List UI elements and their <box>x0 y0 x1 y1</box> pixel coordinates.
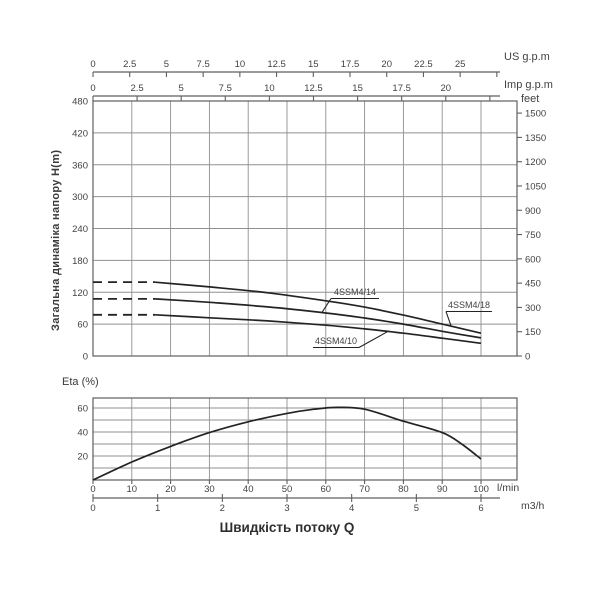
m3h-tick-label: 4 <box>349 503 354 514</box>
head-chart: 0 60 120 180 240 300 360 420 480 0 150 300 450 600 750… <box>72 97 546 363</box>
m3h-tick-label: 5 <box>414 503 419 514</box>
us-gpm-axis-tick-label: 2.5 <box>123 59 136 70</box>
feet-tick-label: 1200 <box>525 157 546 168</box>
us-gpm-axis-tick-label: 12.5 <box>267 59 286 70</box>
us-gpm-unit-label: US g.p.m <box>504 51 550 63</box>
lmin-tick-label: 0 <box>90 484 95 495</box>
imp-gpm-axis-tick-label: 17.5 <box>392 83 411 94</box>
m3h-tick-label: 0 <box>90 503 95 514</box>
head-tick-label: 300 <box>72 192 88 203</box>
flow-axis-title: Швидкість потоку Q <box>219 520 355 535</box>
imp-gpm-axis-tick-label: 15 <box>352 83 363 94</box>
eta-tick-label: 20 <box>77 452 88 463</box>
eta-tick-label: 40 <box>77 428 88 439</box>
pump-curve-4SSM414 <box>155 298 482 339</box>
feet-tick-label: 600 <box>525 254 541 265</box>
feet-tick-label: 300 <box>525 303 541 314</box>
imp-gpm-axis-tick-label: 10 <box>264 83 275 94</box>
m3h-tick-label: 6 <box>478 503 483 514</box>
us-gpm-axis-tick-label: 25 <box>455 59 466 70</box>
m3h-tick-label: 2 <box>220 503 225 514</box>
imp-gpm-axis-tick-label: 0 <box>90 83 95 94</box>
us-gpm-axis-tick-label: 7.5 <box>197 59 210 70</box>
feet-tick-label: 1050 <box>525 181 546 192</box>
imp-gpm-axis-tick-label: 7.5 <box>219 83 232 94</box>
feet-tick-label: 450 <box>525 279 541 290</box>
feet-tick-label: 150 <box>525 327 541 338</box>
lmin-tick-label: 60 <box>321 484 332 495</box>
lmin-tick-label: 80 <box>398 484 409 495</box>
head-tick-label: 480 <box>72 97 88 108</box>
head-axis-title: Загальна динаміка напору H(m) <box>50 149 62 332</box>
head-chart-frame <box>92 100 518 357</box>
head-tick-label: 60 <box>77 320 88 331</box>
eta-tick-label: 60 <box>77 404 88 415</box>
head-tick-label: 240 <box>72 224 88 235</box>
pump-curve-4SSM410 <box>155 313 482 345</box>
head-tick-label: 420 <box>72 128 88 139</box>
eta-chart: 20 40 60 0 10 20 30 40 50 60 70 80 90 100 <box>77 397 518 495</box>
head-tick-label: 360 <box>72 160 88 171</box>
head-tick-label: 120 <box>72 288 88 299</box>
us-gpm-axis-tick-label: 0 <box>90 59 95 70</box>
curve-label-4SSM418: 4SSM4/18 <box>448 300 490 310</box>
feet-tick-label: 1350 <box>525 133 546 144</box>
feet-tick-label: 0 <box>525 352 530 363</box>
lmin-tick-label: 70 <box>359 484 370 495</box>
us-gpm-axis-tick-label: 22.5 <box>414 59 433 70</box>
curve-label-4SSM410: 4SSM4/10 <box>315 336 357 346</box>
lmin-unit-label: l/min <box>497 482 520 494</box>
m3h-tick-label: 3 <box>284 503 289 514</box>
feet-tick-label: 750 <box>525 230 541 241</box>
imp-gpm-axis-tick-label: 2.5 <box>130 83 143 94</box>
us-gpm-axis: 0 2.5 5 7.5 10 12.5 15 17.5 20 22.5 25 <box>90 59 500 77</box>
us-gpm-axis-tick-label: 10 <box>235 59 246 70</box>
eta-curve <box>92 406 482 481</box>
lmin-tick-label: 40 <box>243 484 254 495</box>
m3h-axis: 0 1 2 3 4 5 6 <box>90 494 500 514</box>
imp-gpm-axis: 0 2.5 5 7.5 10 12.5 15 17.5 20 <box>90 83 500 101</box>
eta-chart-frame <box>92 397 518 481</box>
curve-label-4SSM414: 4SSM4/14 <box>334 287 376 297</box>
m3h-unit-label: m3/h <box>521 500 545 512</box>
imp-gpm-unit-label: Imp g.p.m <box>504 79 553 91</box>
us-gpm-axis-tick-label: 17.5 <box>341 59 360 70</box>
imp-gpm-axis-tick-label: 5 <box>179 83 184 94</box>
us-gpm-axis-tick-label: 20 <box>381 59 392 70</box>
eta-axis-title: Eta (%) <box>62 376 99 388</box>
lmin-tick-label: 30 <box>204 484 215 495</box>
imp-gpm-axis-tick-label: 20 <box>440 83 451 94</box>
feet-tick-label: 900 <box>525 206 541 217</box>
lmin-tick-label: 10 <box>127 484 138 495</box>
lmin-tick-label: 90 <box>437 484 448 495</box>
lmin-tick-label: 100 <box>473 484 489 495</box>
lmin-tick-label: 50 <box>282 484 293 495</box>
head-tick-label: 0 <box>83 352 88 363</box>
imp-gpm-axis-tick-label: 12.5 <box>304 83 323 94</box>
pump-curve-4SSM418 <box>155 281 482 335</box>
m3h-tick-label: 1 <box>155 503 160 514</box>
us-gpm-axis-tick-label: 15 <box>308 59 319 70</box>
head-tick-label: 180 <box>72 256 88 267</box>
feet-unit-label: feet <box>521 93 540 105</box>
us-gpm-axis-tick-label: 5 <box>164 59 169 70</box>
feet-tick-label: 1500 <box>525 109 546 120</box>
lmin-tick-label: 20 <box>165 484 176 495</box>
